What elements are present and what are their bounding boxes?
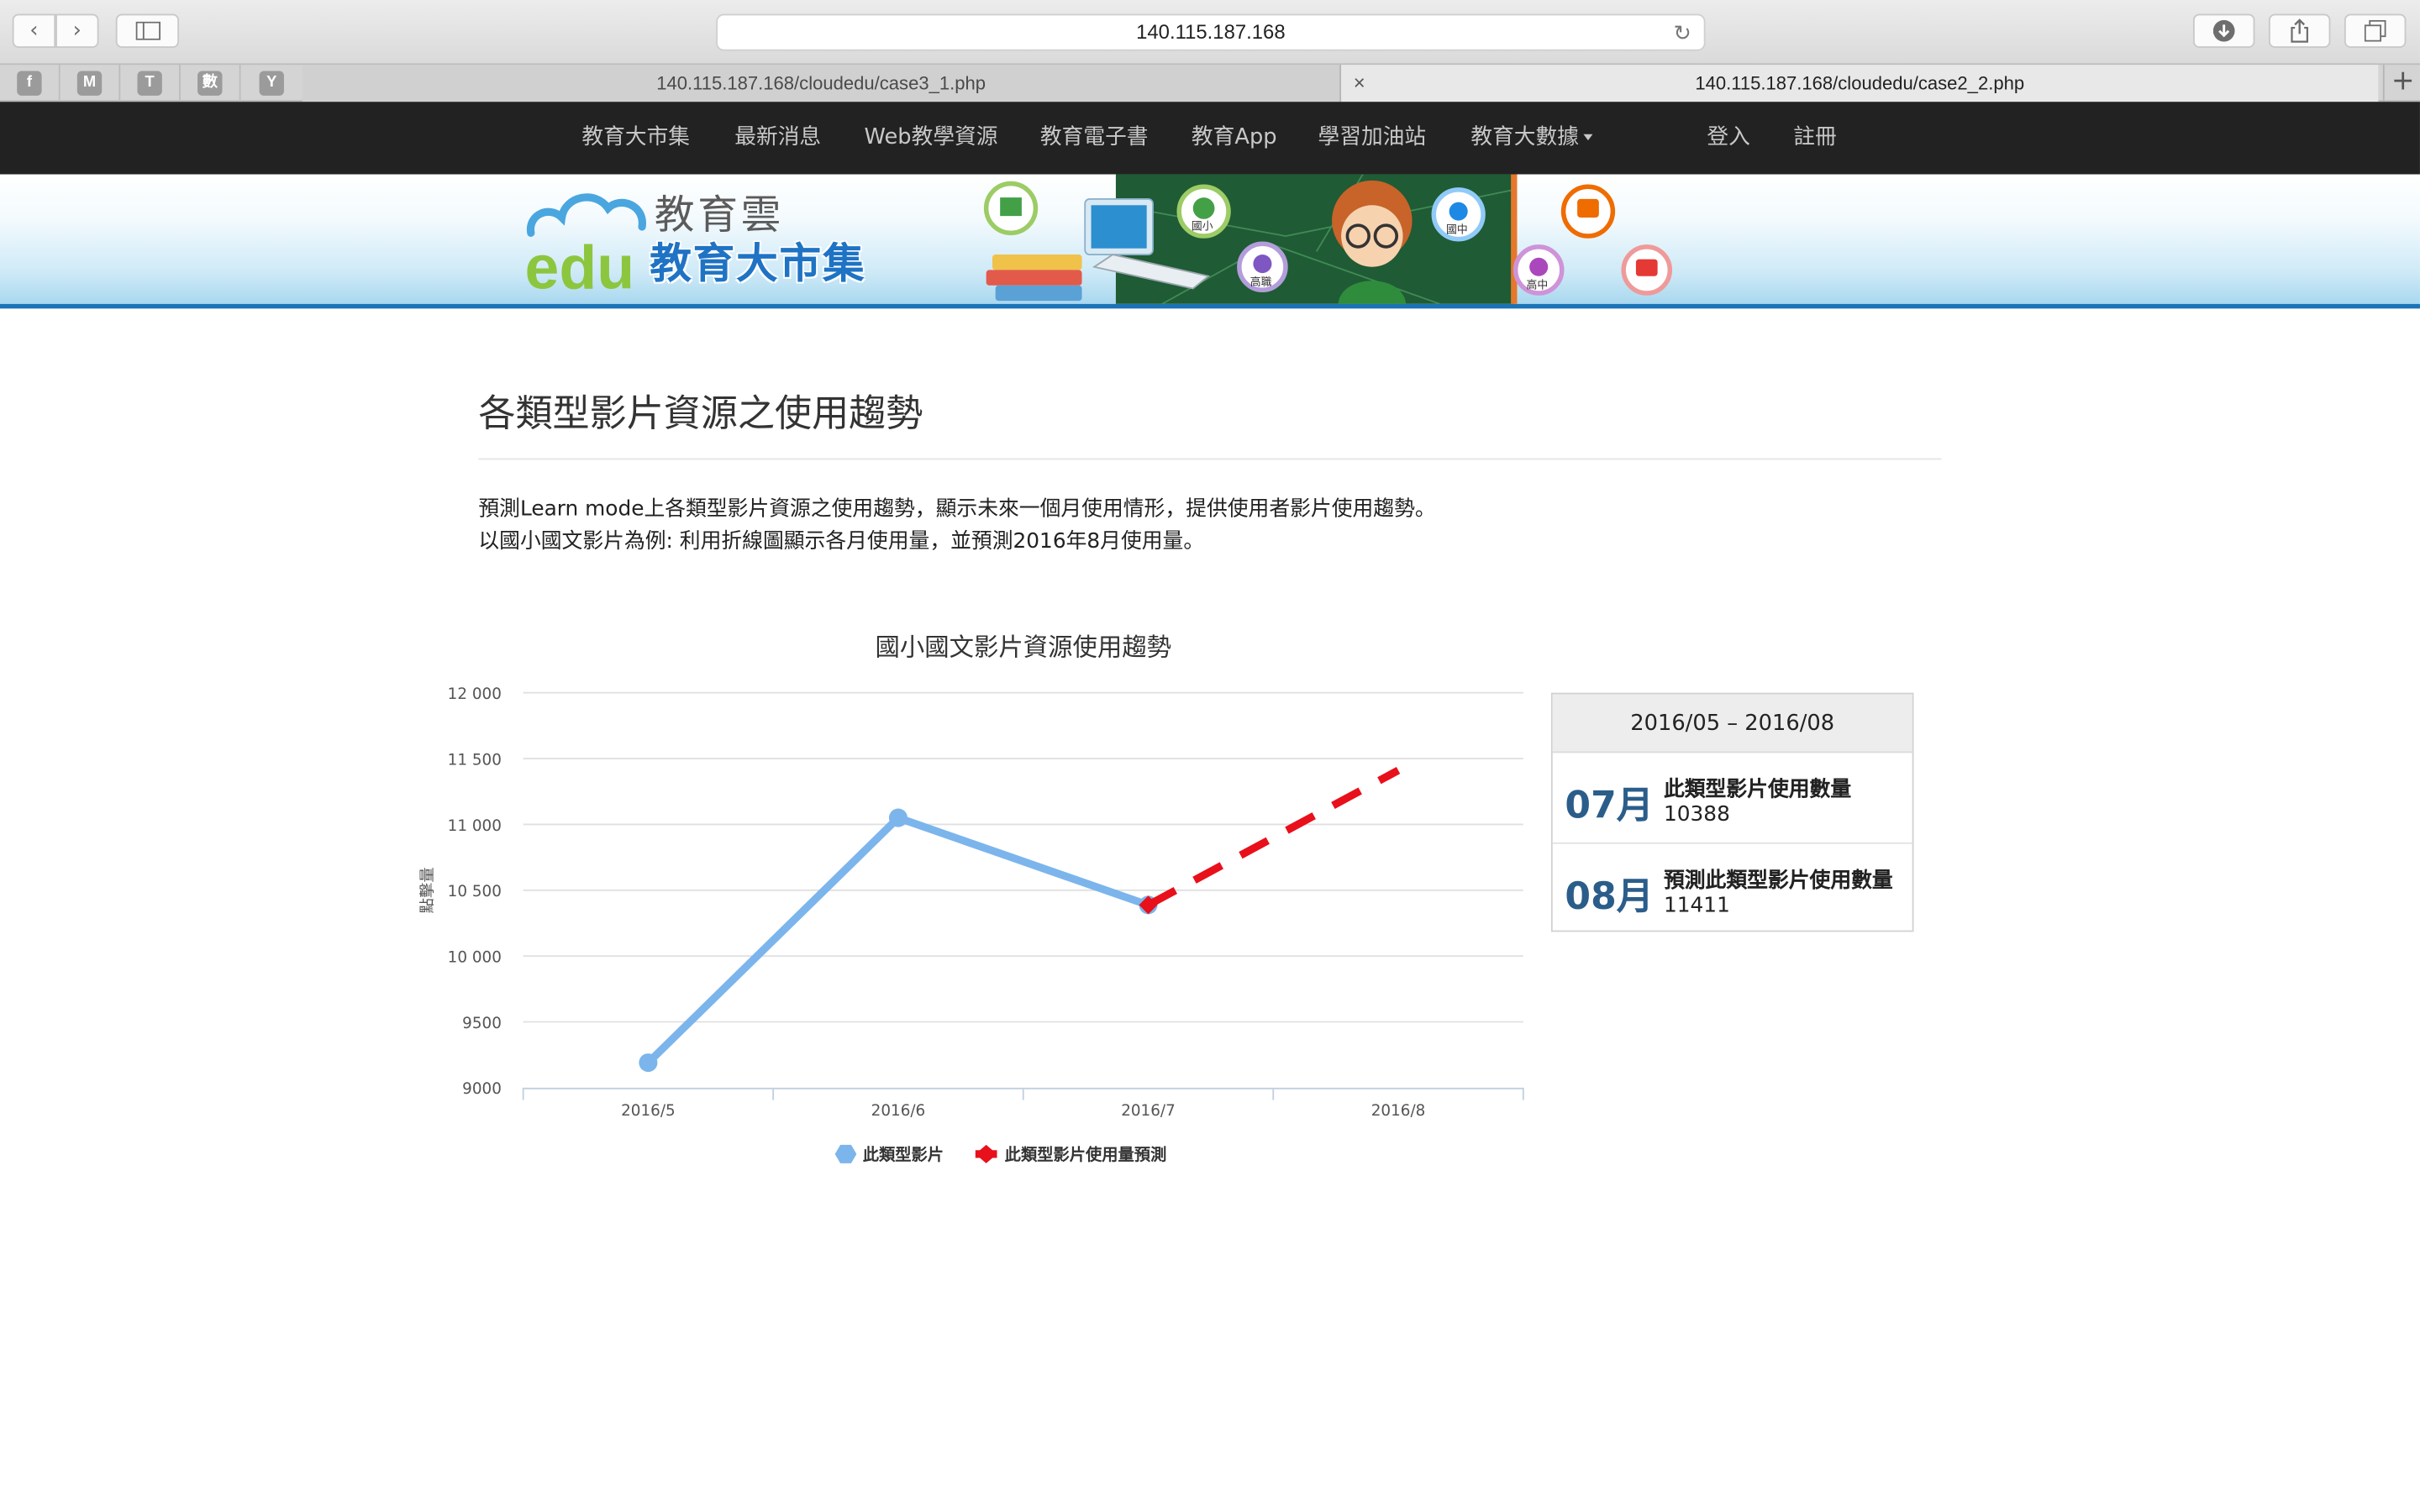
nav-item-big-data[interactable]: 教育大數據 (1470, 102, 1593, 174)
data-point (639, 1053, 658, 1073)
favorite-m-icon[interactable]: M (76, 71, 103, 96)
sidebar-toggle-button[interactable] (115, 13, 180, 48)
y-tick-label: 9000 (462, 1080, 502, 1098)
plus-icon: + (2391, 65, 2415, 97)
y-axis-title: 點擊量 (418, 867, 436, 913)
address-bar[interactable]: 140.115.187.168 ↻ (716, 13, 1706, 51)
browser-toolbar: ‹ › 140.115.187.168 ↻ (0, 0, 2420, 64)
edu-cloud-logo[interactable]: edu (518, 186, 657, 297)
data-point (1139, 895, 1158, 915)
legend-label: 此類型影片 (863, 1145, 944, 1164)
logo-market-title: 教育大市集 (650, 240, 866, 289)
favorite-shu-icon[interactable]: 數 (197, 71, 223, 96)
x-tick-label: 2016/5 (621, 1102, 676, 1120)
url-text: 140.115.187.168 (1136, 19, 1286, 44)
nav-item-news[interactable]: 最新消息 (734, 124, 822, 150)
svg-text:國小: 國小 (1192, 221, 1213, 234)
y-tick-label: 11 500 (448, 751, 502, 769)
svg-text:高中: 高中 (1526, 278, 1548, 291)
download-icon (2212, 19, 2235, 42)
badge-ebook-icon (983, 181, 1039, 236)
badge-high-school-icon: 高中 (1512, 244, 1565, 296)
chevron-right-icon: › (72, 18, 82, 44)
nav-item-big-data-label: 教育大數據 (1470, 124, 1579, 150)
share-button[interactable] (2268, 13, 2331, 48)
series-line-2 (1146, 767, 1401, 909)
tab-strip: f M T 數 Y 140.115.187.168/cloudedu/case3… (0, 63, 2420, 102)
logo-cloud-title: 教育雲 (654, 192, 785, 239)
share-icon (2291, 18, 2308, 43)
badge-app-icon (1560, 184, 1616, 239)
summary-month: 08月 (1565, 874, 1654, 918)
banner-illustration: 國小 高職 國中 高中 (983, 174, 1673, 304)
title-divider (478, 458, 1942, 460)
close-icon[interactable]: × (1353, 71, 1365, 95)
series-line-1 (644, 814, 1153, 1067)
forward-button[interactable]: › (55, 13, 99, 48)
legend-marker (834, 1144, 857, 1163)
reload-icon[interactable]: ↻ (1673, 19, 1692, 45)
tabs-icon (2364, 19, 2386, 42)
sidebar-icon (134, 21, 160, 40)
nav-item-apps[interactable]: 教育App (1191, 124, 1277, 150)
y-tick-label: 10 000 (448, 948, 502, 966)
summary-label: 此類型影片使用數量 (1663, 777, 1852, 803)
x-tick-label: 2016/8 (1371, 1102, 1426, 1120)
tab-case2[interactable]: × 140.115.187.168/cloudedu/case2_2.php (1341, 65, 2379, 102)
register-link[interactable]: 註冊 (1793, 124, 1837, 150)
login-link[interactable]: 登入 (1707, 124, 1750, 150)
favorite-t-icon[interactable]: T (137, 71, 162, 96)
x-tick-label: 2016/7 (1121, 1102, 1176, 1120)
summary-row: 08月 預測此類型影片使用數量 11411 (1552, 842, 1912, 933)
favorite-y-icon[interactable]: Y (259, 71, 284, 96)
summary-month: 07月 (1565, 784, 1654, 827)
svg-text:國中: 國中 (1446, 223, 1468, 236)
usage-trend-chart: 國小國文影片資源使用趨勢 12 000 11 500 11 000 10 500 10 0… (418, 633, 1524, 1164)
tab-title: 140.115.187.168/cloudedu/case2_2.php (1695, 72, 2025, 95)
downloads-button[interactable] (2192, 13, 2255, 48)
badge-vocational-icon: 高職 (1237, 241, 1288, 293)
tabs-overview-button[interactable] (2344, 13, 2407, 48)
page-title: 各類型影片資源之使用趨勢 (478, 391, 923, 435)
badge-learning-icon (1621, 244, 1673, 296)
summary-row: 07月 此類型影片使用數量 10388 (1553, 753, 1912, 843)
tab-case3[interactable]: 140.115.187.168/cloudedu/case3_1.php (302, 65, 1342, 102)
badge-elementary-icon: 國小 (1176, 184, 1231, 239)
description-line-2: 以國小國文影片為例: 利用折線圖顯示各月使用量，並預測2016年8月使用量。 (478, 528, 1205, 554)
forecast-summary-panel: 2016/05 – 2016/08 07月 此類型影片使用數量 10388 08… (1550, 692, 1914, 933)
site-navbar: 教育大市集 最新消息 Web教學資源 教育電子書 教育App 學習加油站 教育大… (0, 102, 2420, 175)
summary-value: 10388 (1663, 802, 1730, 827)
back-button[interactable]: ‹ (12, 13, 56, 48)
nav-item-learning[interactable]: 學習加油站 (1318, 124, 1427, 150)
summary-label: 預測此類型影片使用數量 (1663, 869, 1893, 894)
caret-down-icon (1583, 134, 1593, 141)
favorite-facebook-icon[interactable]: f (17, 71, 42, 96)
legend-label: 此類型影片使用量預測 (1005, 1145, 1167, 1164)
svg-text:高職: 高職 (1250, 276, 1272, 289)
new-tab-button[interactable]: + (2382, 65, 2420, 102)
nav-item-market[interactable]: 教育大市集 (581, 124, 691, 150)
badge-junior-high-icon: 國中 (1431, 187, 1486, 242)
nav-item-web-resources[interactable]: Web教學資源 (864, 124, 998, 150)
logo-edu-text: edu (524, 232, 634, 297)
x-tick-label: 2016/6 (871, 1102, 926, 1120)
y-tick-label: 11 000 (448, 817, 502, 835)
y-tick-label: 12 000 (448, 685, 502, 703)
tab-title: 140.115.187.168/cloudedu/case3_1.php (656, 72, 986, 95)
panel-date-range: 2016/05 – 2016/08 (1552, 694, 1912, 753)
summary-value: 11411 (1663, 893, 1730, 918)
description-line-1: 預測Learn mode上各類型影片資源之使用趨勢，顯示未來一個月使用情形，提供… (478, 496, 1436, 522)
chart-title: 國小國文影片資源使用趨勢 (875, 633, 1171, 662)
site-banner: edu 教育雲 教育大市集 國小 高職 國中 高 (0, 174, 2420, 309)
y-tick-label: 9500 (462, 1015, 502, 1032)
chevron-left-icon: ‹ (29, 18, 39, 44)
nav-item-ebooks[interactable]: 教育電子書 (1039, 124, 1149, 150)
legend-marker-line (975, 1150, 997, 1158)
y-tick-label: 10 500 (448, 883, 502, 900)
data-point (888, 808, 908, 827)
